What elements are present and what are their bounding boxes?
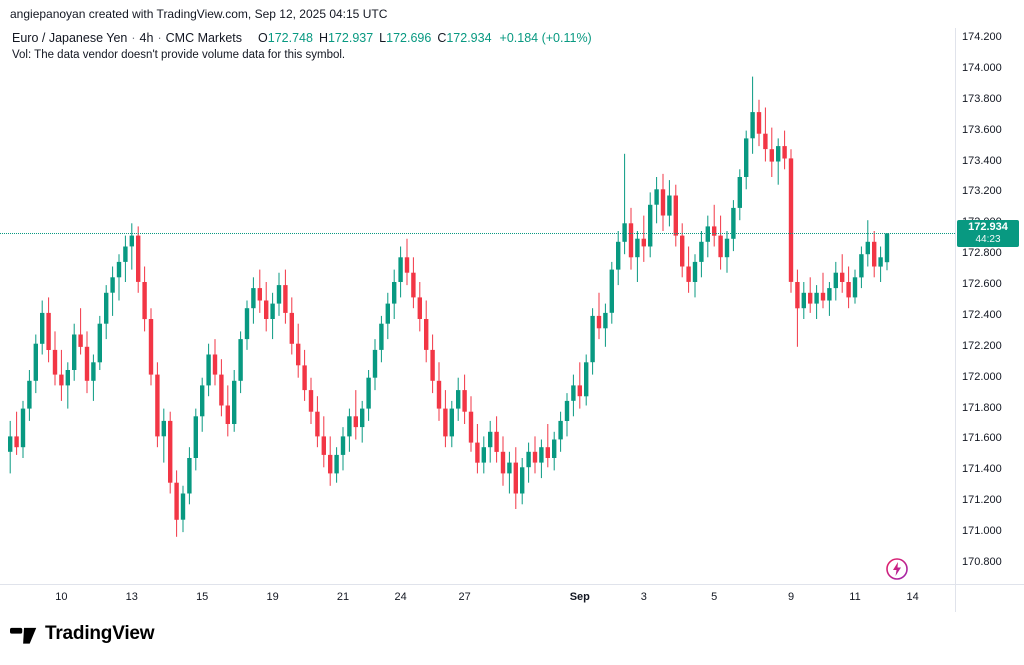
close-letter: C [437, 31, 447, 45]
price-axis-label: 171.000 [962, 525, 1002, 538]
time-axis-label: 19 [266, 591, 279, 603]
legend-separator: · [131, 31, 136, 45]
price-axis-label: 171.200 [962, 494, 1002, 507]
attribution-text: angiepanoyan created with TradingView.co… [10, 7, 388, 21]
time-axis-label: 10 [55, 591, 68, 603]
current-price-value: 172.934 [968, 221, 1008, 233]
volume-note: Vol: The data vendor doesn't provide vol… [12, 49, 346, 61]
tradingview-logo-icon [10, 627, 37, 644]
bar-countdown: 44:23 [975, 234, 1001, 245]
symbol-title[interactable]: Euro / Japanese Yen [12, 31, 128, 45]
time-axis-label: 24 [394, 591, 407, 603]
current-price-line [0, 233, 955, 234]
price-axis-label: 173.800 [962, 92, 1002, 105]
price-axis-label: 172.000 [962, 370, 1002, 383]
change-value: +0.184 (+0.11%) [499, 31, 592, 45]
time-axis-label: 3 [640, 591, 647, 603]
price-axis-label: 171.400 [962, 463, 1002, 476]
price-axis-label: 174.000 [962, 61, 1002, 74]
price-axis-label: 170.800 [962, 556, 1002, 568]
time-axis-label: 14 [906, 591, 919, 603]
time-axis-label: 9 [787, 591, 795, 603]
price-axis-label: 172.800 [962, 247, 1002, 260]
ohlc-values: O172.748 H172.937 L172.696 C172.934 [252, 31, 492, 45]
price-axis-label: 172.400 [962, 308, 1002, 321]
price-axis-label: 173.600 [962, 123, 1002, 136]
price-axis-label: 173.400 [962, 154, 1002, 167]
footer-brand[interactable]: TradingView [10, 621, 155, 647]
tradingview-logo-text: TradingView [45, 623, 155, 644]
price-axis-label: 173.200 [962, 185, 1002, 198]
time-axis-label: 27 [458, 591, 471, 603]
instant-trading-button[interactable] [885, 557, 909, 581]
chart-legend: Euro / Japanese Yen · 4h · CMC Markets O172.7… [12, 31, 592, 45]
exchange-label[interactable]: CMC Markets [165, 31, 243, 45]
open-letter: O [258, 31, 268, 45]
price-axis-label: 174.200 [962, 31, 1002, 43]
low-letter: L [379, 31, 387, 45]
time-axis-label: 11 [849, 591, 861, 603]
price-axis-label: 171.800 [962, 401, 1002, 414]
price-axis[interactable] [955, 28, 1024, 612]
time-axis-label: Sep [569, 591, 590, 603]
time-axis-label: 5 [711, 591, 718, 603]
current-price-badge: 172.934 44:23 [957, 220, 1019, 247]
price-axis-label: 172.600 [962, 278, 1002, 291]
legend-separator: · [157, 31, 162, 45]
low-value: 172.696 [386, 31, 432, 45]
high-letter: H [318, 31, 328, 45]
time-axis[interactable] [0, 584, 1024, 613]
price-axis-label: 171.600 [962, 432, 1002, 445]
candlestick-chart[interactable] [0, 0, 955, 612]
open-value: 172.748 [267, 31, 313, 45]
close-value: 172.934 [446, 31, 492, 45]
price-axis-label: 172.200 [962, 339, 1002, 352]
high-value: 172.937 [327, 31, 374, 45]
interval-label[interactable]: 4h [139, 31, 154, 45]
time-axis-label: 13 [125, 591, 138, 603]
time-axis-label: 21 [336, 591, 350, 603]
time-axis-label: 15 [196, 591, 209, 603]
lightning-icon [886, 558, 908, 580]
